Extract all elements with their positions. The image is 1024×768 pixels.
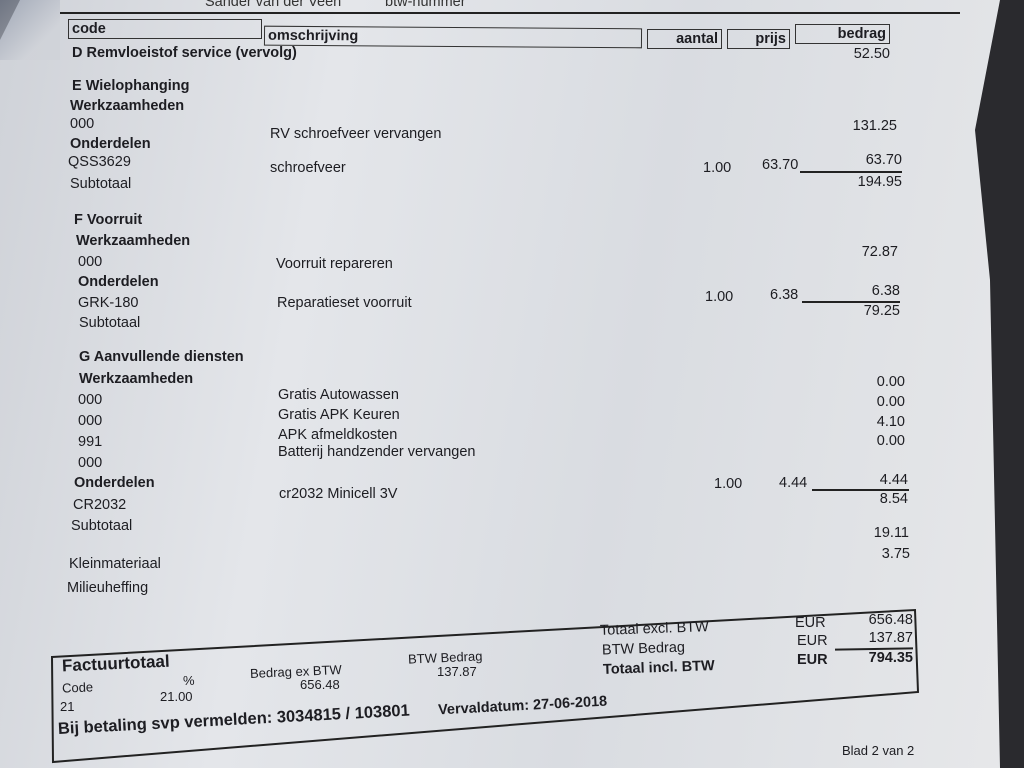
parts-label: Onderdelen [74,475,155,491]
item-code: 000 [78,254,103,270]
vat-pct: 21.00 [160,689,193,704]
divider [60,12,960,14]
paper-shadow [0,0,60,60]
item-description: cr2032 Minicell 3V [279,486,398,502]
vat-pct-label: % [183,673,195,688]
item-description: Voorruit repareren [276,256,393,272]
item-qty: 1.00 [705,289,734,305]
sum-line [812,489,909,491]
extra-label: Kleinmateriaal [69,556,161,572]
item-price: 63.70 [762,157,799,173]
header-code: code [68,19,262,39]
item-amount: 0.00 [876,433,905,449]
vat-number-label: btw-nummer [385,0,466,10]
currency: EUR [797,633,828,649]
section-f-title: F Voorruit [74,212,143,228]
item-amount: 0.00 [876,374,905,390]
item-amount: 63.70 [865,152,902,168]
section-d-amount: 52.50 [853,46,890,62]
item-amount: 0.00 [876,394,905,410]
labor-label: Werkzaamheden [70,98,185,114]
item-description: schroefveer [270,160,346,176]
ex-vat-value: 656.48 [300,677,340,692]
subtotal-amount: 79.25 [863,303,900,319]
item-code: 000 [70,116,95,132]
vat-amount-value: 137.87 [437,664,477,679]
sum-line [800,171,902,173]
subtotal-label: Subtotaal [70,176,132,192]
item-code: 000 [78,413,103,429]
subtotal-label: Subtotaal [71,518,133,534]
section-g-title: G Aanvullende diensten [79,349,244,365]
customer-name: Sander van der Veen [205,0,342,10]
item-description: Gratis APK Keuren [278,407,400,423]
currency: EUR [795,615,826,631]
extra-label: Milieuheffing [67,580,149,596]
item-amount: 4.44 [879,472,908,488]
subtotal-amount: 194.95 [857,174,902,190]
subtotal-label: Subtotaal [79,315,141,331]
section-e-title: E Wielophanging [72,78,190,94]
header-qty: aantal [647,29,722,49]
summary-label: BTW Bedrag [601,639,686,659]
item-code: GRK-180 [78,295,139,311]
item-description: Reparatieset voorruit [277,295,412,311]
summary-amount: 656.48 [868,612,913,628]
item-qty: 1.00 [703,160,732,176]
extra-amount: 19.11 [873,525,909,541]
section-d-title: D Remvloeistof service (vervolg) [72,45,297,61]
header-amount: bedrag [795,24,890,44]
item-amount: 72.87 [861,244,898,260]
item-description: RV schroefveer vervangen [270,126,442,142]
vat-code: 21 [60,699,75,714]
grand-total: 794.35 [868,650,913,666]
item-code: 991 [78,434,103,450]
item-amount: 6.38 [871,283,900,299]
extra-amount: 3.75 [881,546,910,562]
vat-code-label: Code [61,679,94,696]
labor-label: Werkzaamheden [76,233,191,249]
currency: EUR [797,652,828,668]
page-number: Blad 2 van 2 [842,743,915,758]
item-code: CR2032 [73,497,127,513]
parts-label: Onderdelen [70,136,151,152]
item-description: Batterij handzender vervangen [278,444,476,460]
item-qty: 1.00 [714,476,743,492]
item-description: Gratis Autowassen [278,387,399,403]
item-price: 6.38 [770,287,799,303]
labor-label: Werkzaamheden [79,371,194,387]
sum-line [802,301,900,303]
item-code: 000 [78,455,103,471]
item-description: APK afmeldkosten [278,427,398,443]
item-amount: 131.25 [852,118,897,134]
item-code: QSS3629 [68,154,131,170]
summary-amount: 137.87 [868,630,913,646]
item-amount: 4.10 [876,414,905,430]
subtotal-amount: 8.54 [879,491,908,507]
item-code: 000 [78,392,103,408]
parts-label: Onderdelen [78,274,159,290]
header-price: prijs [727,29,790,49]
item-price: 4.44 [779,475,808,491]
